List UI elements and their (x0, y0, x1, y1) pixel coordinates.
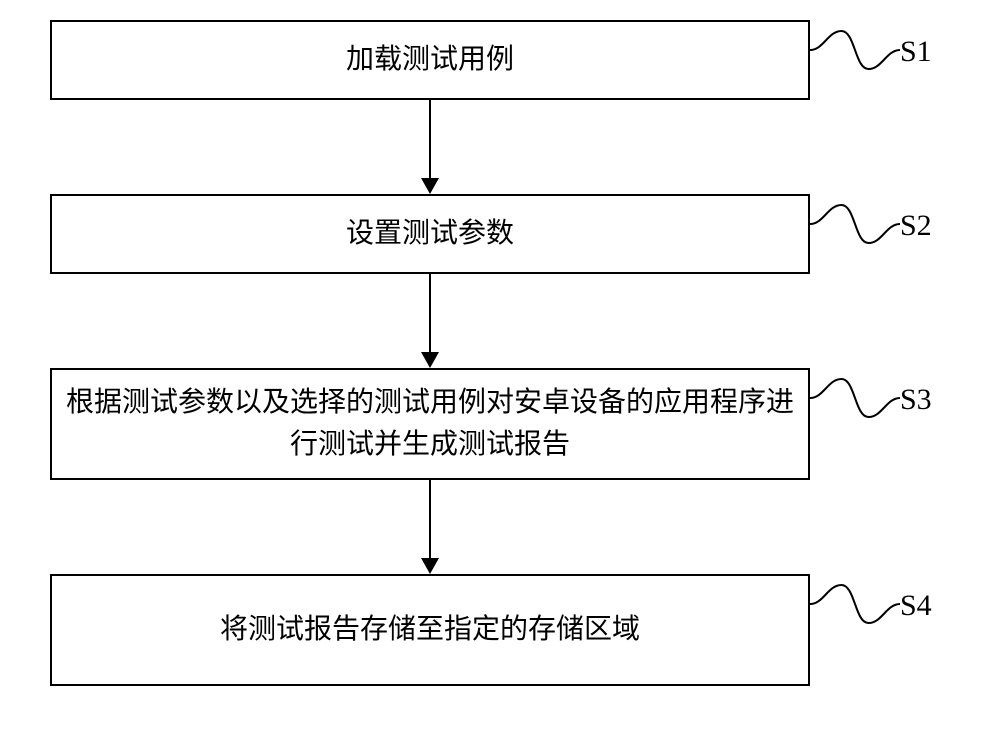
step-text: 设置测试参数 (346, 213, 514, 255)
step-label-s1: S1 (900, 35, 932, 69)
step-label-s2: S2 (900, 209, 932, 243)
step-box-s4: 将测试报告存储至指定的存储区域 (50, 574, 810, 686)
flowchart-container: 加载测试用例 S1 设置测试参数 S2 根据测试参数以及选择的测试用例对安卓设备的应用程… (0, 0, 1000, 729)
step-text: 加载测试用例 (346, 39, 514, 81)
squiggle-s3 (810, 373, 900, 423)
step-box-s3: 根据测试参数以及选择的测试用例对安卓设备的应用程序进行测试并生成测试报告 (50, 368, 810, 480)
arrow-s1-s2 (410, 100, 450, 194)
step-box-s2: 设置测试参数 (50, 194, 810, 274)
step-label-s3: S3 (900, 383, 932, 417)
step-box-s1: 加载测试用例 (50, 20, 810, 100)
step-text: 根据测试参数以及选择的测试用例对安卓设备的应用程序进行测试并生成测试报告 (62, 382, 798, 466)
arrow-s2-s3 (410, 274, 450, 368)
arrow-s3-s4 (410, 480, 450, 574)
squiggle-s1 (810, 25, 900, 75)
step-label-s4: S4 (900, 589, 932, 623)
step-text: 将测试报告存储至指定的存储区域 (220, 609, 640, 651)
squiggle-s2 (810, 199, 900, 249)
squiggle-s4 (810, 579, 900, 629)
